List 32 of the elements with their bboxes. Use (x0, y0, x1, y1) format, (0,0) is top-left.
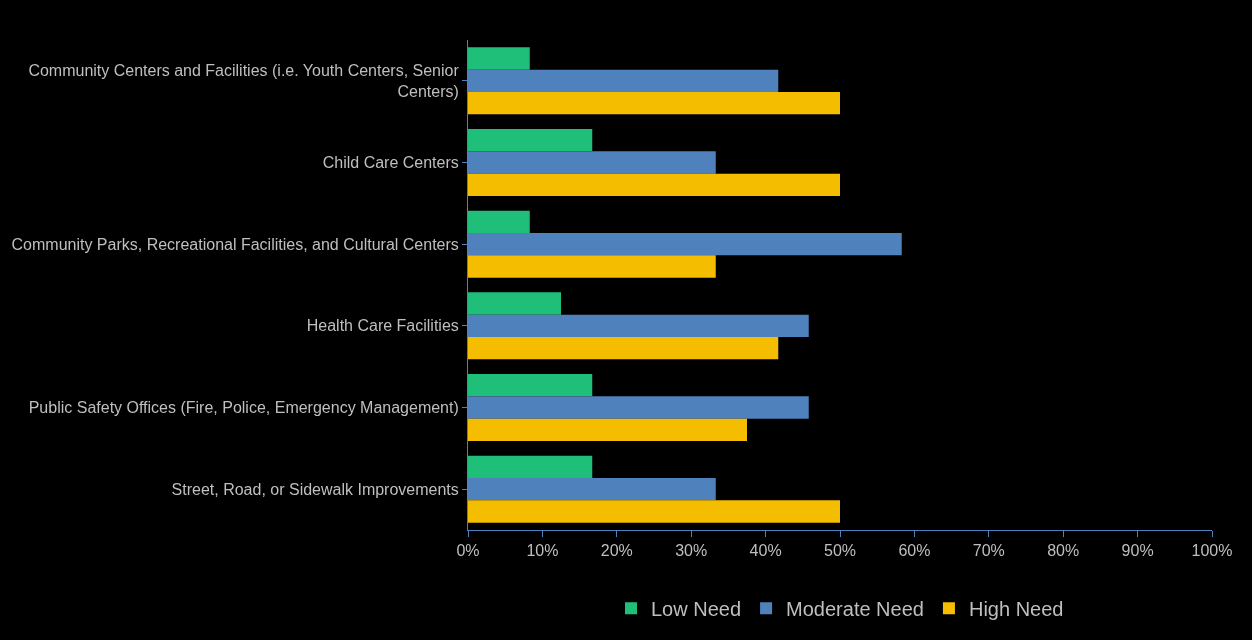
bar (468, 292, 561, 315)
bar (468, 418, 747, 441)
bar (468, 336, 779, 360)
x-tick-label: 50% (823, 542, 857, 560)
bar (468, 255, 716, 278)
x-tick-label: 80% (1047, 542, 1080, 560)
bar (468, 47, 530, 70)
y-tick-label: Public Safety Offices (Fire, Police, Emergency Management) (28, 399, 459, 417)
y-tick-label: Child Care Centers (322, 154, 459, 172)
legend-label: Low Need (651, 598, 742, 621)
bar (468, 500, 840, 523)
bar (468, 173, 840, 196)
x-tick-label: 0% (456, 542, 480, 560)
y-tick-label: Health Care Facilities (306, 317, 459, 335)
y-tick-label: Street, Road, or Sidewalk Improvements (171, 480, 459, 498)
x-tick-label: 20% (600, 542, 633, 560)
x-tick-label: 90% (1121, 542, 1154, 560)
bar (468, 129, 593, 152)
x-tick-label: 70% (972, 542, 1005, 560)
legend-label: Moderate Need (786, 598, 924, 621)
legend-label: High Need (968, 598, 1064, 621)
y-tick-label: Community Parks, Recreational Facilities, and Cultural Centers (11, 235, 459, 253)
x-tick-label: 60% (898, 542, 931, 560)
bar (468, 455, 593, 479)
x-tick-label: 100% (1191, 542, 1233, 560)
bar (468, 91, 840, 115)
bar (468, 210, 530, 234)
bar (468, 374, 593, 397)
x-tick-label: 40% (749, 542, 782, 560)
x-tick-label: 30% (675, 542, 708, 560)
y-tick-label: Community Centers and Facilities (i.e. Youth Centers, Senior Centers) (28, 62, 460, 100)
x-tick-label: 10% (526, 542, 559, 560)
